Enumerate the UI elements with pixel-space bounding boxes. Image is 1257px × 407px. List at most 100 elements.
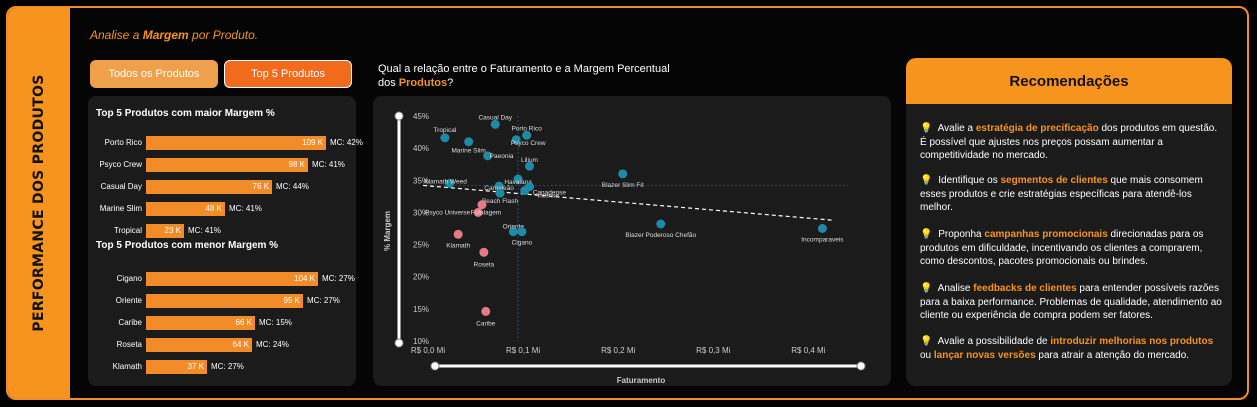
low-margin-bar[interactable]: 64 K xyxy=(146,338,252,352)
point-cigano[interactable] xyxy=(517,227,527,237)
top-margin-bar[interactable]: 23 K xyxy=(146,224,184,238)
question-highlight: Produtos xyxy=(398,77,448,89)
point-label[interactable]: Blazer Slim Fit xyxy=(602,182,644,189)
low-margin-row[interactable]: Roseta 64 K MC: 24% xyxy=(88,338,356,352)
point-blazer-poderoso-chef-o[interactable] xyxy=(656,219,666,229)
point-havaiana[interactable] xyxy=(513,174,523,184)
point-oriente[interactable] xyxy=(508,227,518,237)
point-label[interactable]: Porto Rico xyxy=(511,125,542,132)
point-klamath-weed[interactable] xyxy=(445,179,455,188)
top-margin-bar[interactable]: 109 K xyxy=(146,136,326,150)
recommendation-highlight: lançar novas versões xyxy=(933,349,1036,361)
point-lilium[interactable] xyxy=(525,161,535,171)
point-blazer-slim-fit[interactable] xyxy=(618,169,628,179)
point-label[interactable]: Intense xyxy=(538,193,560,200)
top-margin-bar[interactable]: 76 K xyxy=(146,180,272,194)
recommendation-item: 💡 Avalie a possibilidade de introduzir m… xyxy=(920,336,1214,361)
top-margin-mc: MC: 42% xyxy=(330,138,363,147)
point-label[interactable]: Tropical xyxy=(433,127,456,134)
y-tick-label: 45% xyxy=(413,112,429,121)
top-margin-row[interactable]: Psyco Crew 98 K MC: 41% xyxy=(88,158,356,172)
y-tick-label: 25% xyxy=(413,241,429,250)
point-label[interactable]: Camaleão xyxy=(484,185,514,192)
point-label[interactable]: Canadense xyxy=(533,190,567,197)
y-tick-label: 10% xyxy=(413,337,429,346)
point-marine-slim[interactable] xyxy=(464,137,474,147)
top5-products-button[interactable]: Top 5 Produtos xyxy=(224,60,352,88)
top-margin-row[interactable]: Marine Slim 48 K MC: 41% xyxy=(88,202,356,216)
y-range-slider-handle-bottom xyxy=(394,338,404,348)
point-porto-rico[interactable] xyxy=(522,130,532,140)
top-margin-row[interactable]: Porto Rico 109 K MC: 42% xyxy=(88,136,363,150)
point-fofulagem[interactable] xyxy=(477,200,487,210)
point-label[interactable]: Casual Day xyxy=(478,114,512,121)
point-label[interactable]: Roseta xyxy=(474,261,495,268)
low-margin-row[interactable]: Cigano 104 K MC: 27% xyxy=(88,272,356,286)
point-beach-flash[interactable] xyxy=(495,188,505,198)
point-klamath[interactable] xyxy=(453,229,463,239)
point-label[interactable]: Oriente xyxy=(503,224,525,231)
top-margin-row[interactable]: Tropical 23 K MC: 41% xyxy=(88,224,356,238)
point-label[interactable]: Klamath Weed xyxy=(424,179,467,186)
point-label[interactable]: Marine Slim xyxy=(451,148,485,155)
recommendations-title: Recomendações xyxy=(906,58,1232,104)
top-margin-row[interactable]: Casual Day 76 K MC: 44% xyxy=(88,180,356,194)
point-label[interactable]: Havaiana xyxy=(504,179,532,186)
low-margin-bar[interactable]: 95 K xyxy=(146,294,303,308)
point-label[interactable]: Incomparaveis xyxy=(801,237,844,244)
top-margin-value: 98 K xyxy=(288,160,305,169)
low-margin-bar[interactable]: 104 K xyxy=(146,272,318,286)
point-roseta[interactable] xyxy=(479,247,489,257)
point-intense[interactable] xyxy=(525,182,535,192)
top-margin-value: 76 K xyxy=(252,182,269,191)
subtitle-strong: Margem xyxy=(142,28,189,42)
recommendation-highlight: segmentos de clientes xyxy=(1000,175,1108,186)
lightbulb-icon: 💡 xyxy=(920,175,933,186)
recommendation-item: 💡 Avalie a estratégia de precificação do… xyxy=(920,123,1218,161)
point-incomparaveis[interactable] xyxy=(817,224,827,233)
sidebar: PERFORMANCE DOS PRODUTOS xyxy=(8,8,70,398)
top-margin-mc: MC: 41% xyxy=(312,160,345,169)
top-margin-bar[interactable]: 98 K xyxy=(146,158,308,172)
top-margin-label: Porto Rico xyxy=(104,138,142,147)
lightbulb-icon: 💡 xyxy=(920,336,933,347)
scatter-panel: 45% 40% 35% 30% 25% 20% 15% 10% R$ 0,0 Mi R$ 0,1 … xyxy=(373,96,891,386)
x-tick-label: R$ 0,1 Mi xyxy=(506,346,540,355)
y-range-slider-handle-top xyxy=(394,111,404,121)
top-margin-bar[interactable]: 48 K xyxy=(146,202,225,216)
point-label[interactable]: Beach Flash xyxy=(482,198,519,205)
point-paeonia[interactable] xyxy=(483,151,493,161)
point-label[interactable]: Paeonia xyxy=(490,153,514,160)
point-caribe[interactable] xyxy=(481,306,491,316)
point-label[interactable]: Cigano xyxy=(512,240,533,247)
point-label[interactable]: Lilium xyxy=(521,157,538,164)
point-label[interactable]: Psyco Universe xyxy=(425,209,471,216)
low-margin-row[interactable]: Klamath 37 K MC: 27% xyxy=(88,360,356,374)
top-margin-mc: MC: 41% xyxy=(188,226,221,235)
point-label[interactable]: Psyco Crew xyxy=(511,140,546,147)
point-label[interactable]: Caribe xyxy=(476,320,496,327)
low-margin-row[interactable]: Caribe 66 K MC: 15% xyxy=(88,316,356,330)
dashboard-frame: PERFORMANCE DOS PRODUTOS Analise a Marge… xyxy=(6,6,1249,400)
point-psyco-universe[interactable] xyxy=(473,207,483,217)
point-label[interactable]: Blazer Poderoso Chefão xyxy=(625,232,696,239)
point-label[interactable]: Klamath xyxy=(446,242,470,249)
point-casual-day[interactable] xyxy=(490,119,500,129)
page-subtitle: Analise a Margem por Produto. xyxy=(90,28,259,42)
low-margin-value: 95 K xyxy=(283,296,300,305)
point-psyco-crew[interactable] xyxy=(511,135,521,145)
point-camale-o[interactable] xyxy=(494,181,504,191)
top-margin-mc: MC: 44% xyxy=(276,182,309,191)
all-products-button[interactable]: Todos os Produtos xyxy=(90,60,218,88)
low-margin-bar[interactable]: 66 K xyxy=(146,316,255,330)
recommendation-highlight: campanhas promocionais xyxy=(984,229,1108,240)
low-margin-mc: MC: 27% xyxy=(307,296,340,305)
top-margin-value: 23 K xyxy=(164,226,181,235)
x-tick-label: R$ 0,0 Mi xyxy=(411,346,445,355)
point-tropical[interactable] xyxy=(440,133,450,143)
low-margin-value: 66 K xyxy=(235,318,252,327)
low-margin-row[interactable]: Oriente 95 K MC: 27% xyxy=(88,294,356,308)
low-margin-value: 64 K xyxy=(232,340,249,349)
point-label[interactable]: Fofulagem xyxy=(471,210,502,217)
low-margin-bar[interactable]: 37 K xyxy=(146,360,207,374)
